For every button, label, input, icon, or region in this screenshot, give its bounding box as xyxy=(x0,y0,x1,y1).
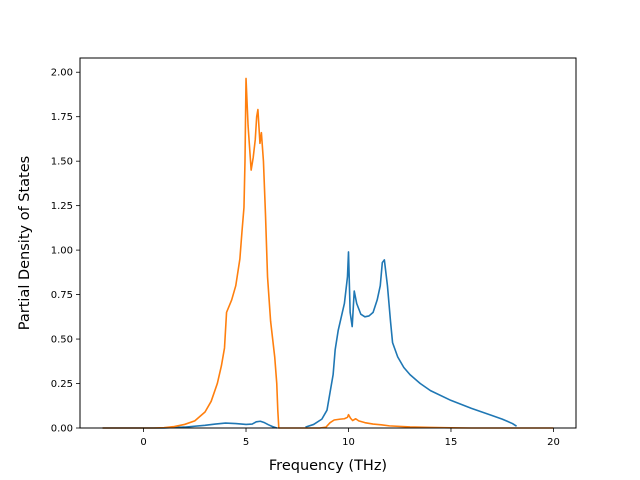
x-tick-label: 15 xyxy=(445,437,458,448)
x-axis-ticks: 0 5 10 15 20 xyxy=(140,428,560,448)
x-tick-label: 10 xyxy=(342,437,355,448)
series-line-2 xyxy=(102,77,554,429)
y-tick-label: 0.25 xyxy=(51,379,73,390)
x-axis-title: Frequency (THz) xyxy=(269,458,387,474)
y-tick-label: 0.50 xyxy=(51,335,73,346)
series-line-1 xyxy=(102,251,517,429)
y-tick-label: 1.00 xyxy=(51,246,73,257)
series-layer xyxy=(102,77,554,429)
plot-frame xyxy=(79,57,577,429)
y-tick-label: 1.50 xyxy=(51,157,73,168)
y-tick-label: 0.75 xyxy=(51,290,73,301)
y-axis-ticks: 0.00 0.25 0.50 0.75 1.00 1.25 1.50 1.75 2.00 xyxy=(51,68,80,435)
x-tick-label: 20 xyxy=(547,437,560,448)
x-tick-label: 5 xyxy=(243,437,249,448)
y-tick-label: 0.00 xyxy=(51,424,73,435)
y-tick-label: 1.75 xyxy=(51,112,73,123)
x-tick-label: 0 xyxy=(140,437,146,448)
y-tick-label: 2.00 xyxy=(51,68,73,79)
y-axis-title: Partial Density of States xyxy=(17,156,33,330)
y-tick-label: 1.25 xyxy=(51,201,73,212)
